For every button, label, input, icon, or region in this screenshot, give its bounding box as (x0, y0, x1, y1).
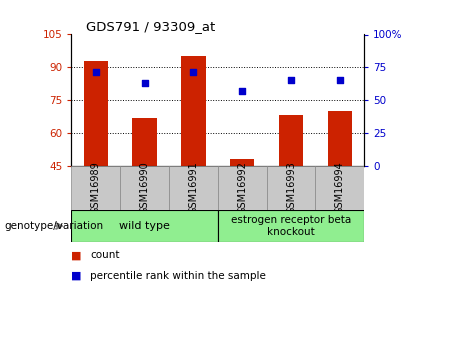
Text: ■: ■ (71, 250, 82, 260)
Bar (132, 118, 157, 166)
Bar (279, 115, 303, 166)
Point (238, 89, 246, 94)
Text: ■: ■ (71, 271, 82, 281)
Point (287, 78, 295, 83)
Text: GSM16989: GSM16989 (91, 162, 101, 214)
Text: estrogen receptor beta
knockout: estrogen receptor beta knockout (231, 215, 351, 237)
Text: wild type: wild type (119, 221, 170, 231)
Text: GSM16994: GSM16994 (335, 162, 345, 214)
Text: GSM16991: GSM16991 (189, 162, 198, 214)
Bar (71, 166, 120, 210)
Bar (181, 56, 206, 166)
Bar (218, 210, 364, 241)
Bar (71, 210, 218, 241)
Point (336, 78, 343, 83)
Point (92, 69, 100, 75)
Bar (169, 166, 218, 210)
Bar (83, 61, 108, 166)
Bar (120, 166, 169, 210)
Bar (230, 159, 254, 166)
Text: GSM16992: GSM16992 (237, 161, 247, 215)
Text: GSM16993: GSM16993 (286, 162, 296, 214)
Text: percentile rank within the sample: percentile rank within the sample (90, 271, 266, 281)
Bar (218, 166, 266, 210)
Bar (315, 166, 364, 210)
Bar (266, 166, 315, 210)
Point (141, 80, 148, 85)
Text: genotype/variation: genotype/variation (5, 221, 104, 231)
Point (190, 69, 197, 75)
Text: count: count (90, 250, 119, 260)
Bar (328, 111, 352, 166)
Text: GDS791 / 93309_at: GDS791 / 93309_at (86, 20, 215, 33)
Text: GSM16990: GSM16990 (140, 162, 150, 214)
